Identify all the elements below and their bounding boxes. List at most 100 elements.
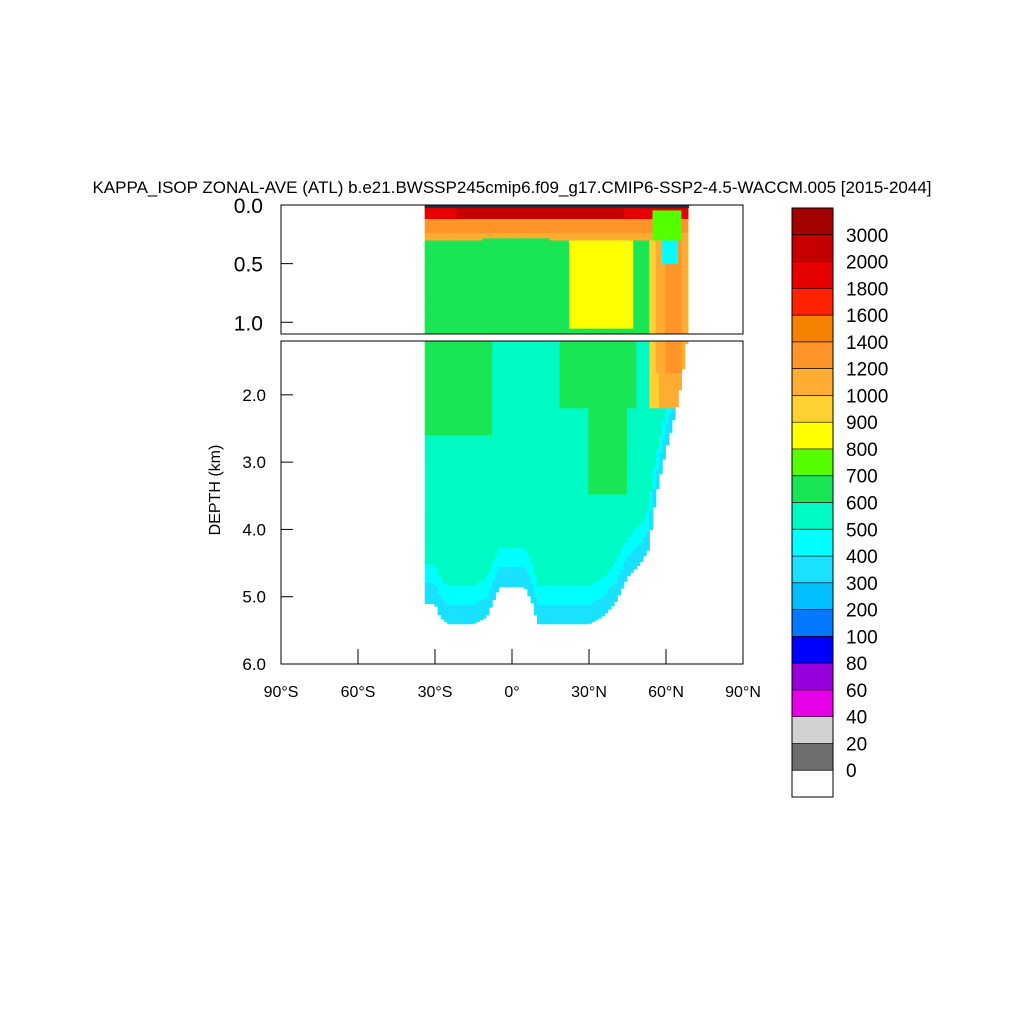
field-cell <box>549 293 554 295</box>
field-cell <box>488 217 493 220</box>
field-cell <box>504 315 509 318</box>
field-cell <box>456 226 461 229</box>
field-cell <box>443 330 448 333</box>
field-cell <box>434 306 439 308</box>
field-cell <box>437 210 442 213</box>
field-cell <box>524 226 528 229</box>
field-cell <box>431 245 435 248</box>
field-cell <box>482 269 487 272</box>
field-cell <box>460 322 464 324</box>
field-cell <box>543 297 548 300</box>
field-cell <box>479 323 484 325</box>
field-cell <box>517 296 522 299</box>
field-cell <box>453 264 458 266</box>
field-cell <box>527 216 532 219</box>
field-cell <box>546 226 551 229</box>
field-cell <box>501 272 506 275</box>
field-cell <box>431 278 435 280</box>
field-cell <box>447 312 451 315</box>
field-cell <box>498 317 503 320</box>
field-cell <box>553 274 557 277</box>
field-cell <box>463 289 468 292</box>
field-cell <box>453 255 458 258</box>
field-cell <box>472 295 477 297</box>
field-cell <box>511 308 516 310</box>
field-cell <box>479 325 484 328</box>
field-cell <box>482 256 487 259</box>
field-cell <box>527 259 532 262</box>
field-cell <box>508 291 512 293</box>
field-cell <box>434 270 439 273</box>
field-cell <box>514 268 519 271</box>
field-cell <box>469 328 474 331</box>
field-cell <box>517 239 522 242</box>
field-cell <box>450 228 455 231</box>
field-cell <box>440 242 445 245</box>
field-cell <box>424 252 429 254</box>
field-cell <box>431 221 435 223</box>
field-cell <box>517 231 522 234</box>
field-cell <box>498 261 503 264</box>
field-cell <box>514 227 519 230</box>
field-cell <box>514 263 519 265</box>
field-cell <box>488 309 493 311</box>
field-cell <box>540 326 545 329</box>
field-cell <box>450 266 455 268</box>
field-cell <box>463 313 468 316</box>
field-cell <box>540 211 545 214</box>
field-cell <box>495 255 500 258</box>
field-cell <box>456 246 461 249</box>
field-cell <box>463 328 468 331</box>
field-cell <box>466 326 471 329</box>
field-cell <box>543 277 548 279</box>
field-cell <box>527 212 532 215</box>
field-cell <box>440 231 445 234</box>
field-cell <box>492 320 496 322</box>
field-cell <box>549 317 554 320</box>
field-cell <box>476 274 480 277</box>
field-cell <box>482 293 487 295</box>
field-cell <box>533 317 538 320</box>
field-cell <box>437 296 442 299</box>
field-cell <box>469 272 474 275</box>
field-cell <box>437 275 442 278</box>
field-cell <box>508 314 512 317</box>
field-cell <box>450 244 455 247</box>
field-cell <box>469 244 474 247</box>
field-cell <box>549 242 554 245</box>
field-cell <box>485 232 490 235</box>
field-cell <box>524 241 528 244</box>
field-cell <box>453 246 458 249</box>
field-cell <box>553 266 557 268</box>
field-cell <box>440 248 445 250</box>
field-cell <box>466 266 471 268</box>
field-cell <box>553 281 557 283</box>
field-cell <box>508 242 512 245</box>
field-cell <box>553 217 557 220</box>
field-cell <box>530 273 535 276</box>
field-cell <box>508 239 512 242</box>
field-cell <box>520 226 525 229</box>
field-cell <box>540 325 545 328</box>
field-cell <box>456 308 461 310</box>
field-cell <box>479 266 484 268</box>
field-cell <box>511 312 516 315</box>
field-cell <box>466 312 471 315</box>
field-cell <box>556 269 561 272</box>
field-cell <box>450 242 455 245</box>
field-cell <box>524 240 528 243</box>
field-cell <box>466 213 471 216</box>
field-cell <box>495 248 500 250</box>
field-cell <box>553 232 557 235</box>
field-cell <box>527 260 532 263</box>
field-cell <box>514 251 519 253</box>
field-cell <box>437 288 442 291</box>
field-cell <box>530 260 535 263</box>
field-cell <box>527 293 532 295</box>
field-cell <box>443 212 448 215</box>
field-cell <box>504 251 509 253</box>
field-cell <box>485 306 490 308</box>
field-cell <box>546 234 551 236</box>
field-cell <box>533 209 538 211</box>
field-cell <box>482 309 487 311</box>
